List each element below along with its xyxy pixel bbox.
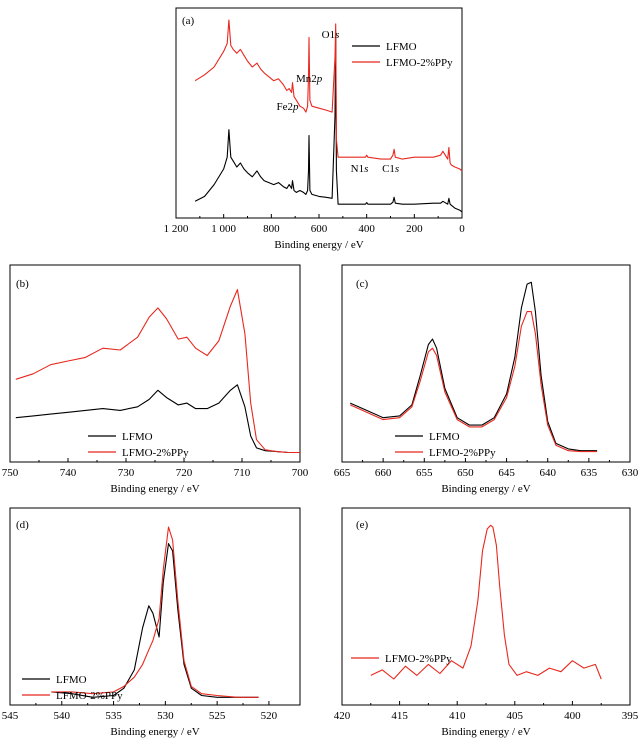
panel-label: (b) [16, 278, 29, 290]
series-line-lfmo-2ppy [51, 526, 259, 698]
legend-label: LFMO-2%PPy [56, 690, 123, 702]
x-tick-label: 730 [118, 467, 135, 479]
x-axis-label: Binding energy / eV [110, 726, 199, 738]
x-tick-label: 635 [581, 467, 598, 479]
x-tick-label: 415 [391, 710, 408, 722]
x-tick-label: 600 [311, 223, 328, 235]
legend-label: LFMO-2%PPy [385, 653, 452, 665]
panel-label: (a) [182, 15, 195, 27]
legend-label: LFMO [56, 674, 87, 686]
peak-annotation: O1s [322, 29, 340, 41]
panel-b: 750 740 730 720 710 700 Binding energy / eV (b)… [2, 264, 309, 495]
x-tick-label: 545 [2, 710, 19, 722]
x-tick-label: 420 [334, 710, 351, 722]
legend-label: LFMO-2%PPy [386, 57, 453, 69]
x-tick-label: 640 [539, 467, 556, 479]
series-line-lfmo [194, 31, 463, 213]
x-tick-label: 200 [406, 223, 423, 235]
series-line-lfmo-2ppy [370, 524, 602, 680]
legend-label: LFMO [386, 41, 417, 53]
peak-annotation: Fe2p [277, 101, 300, 113]
x-tick-label: 405 [507, 710, 524, 722]
peak-annotation: C1s [382, 163, 399, 175]
legend-label: LFMO [429, 431, 460, 443]
x-tick-label: 750 [2, 467, 19, 479]
panel-c: 665 660 655 650 645 640 635 630 Binding energy /… [334, 264, 639, 495]
panel-d: 545 540 535 530 525 520 Binding energy / eV (d)… [2, 507, 301, 738]
x-tick-label: 655 [416, 467, 433, 479]
x-tick-label: 1 200 [164, 223, 189, 235]
x-tick-label: 0 [459, 223, 465, 235]
series-line-lfmo [51, 543, 259, 698]
x-tick-label: 1 000 [211, 223, 236, 235]
legend-label: LFMO-2%PPy [122, 447, 189, 459]
series-line-lfmo-2ppy [15, 289, 300, 454]
x-tick-label: 665 [334, 467, 351, 479]
peak-annotation: Mn2p [296, 73, 323, 85]
legend-label: LFMO [122, 431, 153, 443]
x-tick-label: 720 [176, 467, 193, 479]
x-tick-label: 410 [449, 710, 466, 722]
x-tick-label: 525 [209, 710, 226, 722]
series-line-lfmo-2ppy [194, 19, 463, 172]
series-line-lfmo-2ppy [349, 311, 598, 453]
plot-frame [9, 264, 301, 463]
series-line-lfmo [15, 384, 300, 454]
panel-a: 1 200 1 000 800 600 400 200 0 Binding energy / … [164, 7, 465, 251]
panel-label: (c) [356, 278, 369, 290]
panel-label: (d) [16, 519, 29, 531]
panel-e: 420 415 410 405 400 395 Binding energy / eV (e)… [334, 507, 639, 738]
x-tick-label: 630 [622, 467, 639, 479]
x-tick-label: 700 [292, 467, 309, 479]
x-tick-label: 645 [498, 467, 515, 479]
x-tick-label: 535 [105, 710, 122, 722]
x-axis-label: Binding energy / eV [441, 483, 530, 495]
x-tick-label: 740 [60, 467, 77, 479]
plot-frame [341, 507, 631, 706]
peak-annotation: N1s [351, 163, 369, 175]
x-tick-label: 395 [622, 710, 639, 722]
x-tick-label: 800 [263, 223, 280, 235]
plot-frame [9, 507, 301, 706]
plot-frame [175, 7, 463, 219]
x-axis-label: Binding energy / eV [274, 239, 363, 251]
x-axis-label: Binding energy / eV [110, 483, 199, 495]
x-axis-label: Binding energy / eV [441, 726, 530, 738]
legend-label: LFMO-2%PPy [429, 447, 496, 459]
series-line-lfmo [349, 281, 598, 452]
plot-frame [341, 264, 631, 463]
x-tick-label: 400 [358, 223, 375, 235]
panel-label: (e) [356, 519, 369, 531]
x-tick-label: 540 [54, 710, 71, 722]
x-tick-label: 520 [261, 710, 278, 722]
x-tick-label: 530 [157, 710, 174, 722]
x-tick-label: 650 [457, 467, 474, 479]
x-tick-label: 710 [234, 467, 251, 479]
x-tick-label: 400 [564, 710, 581, 722]
x-tick-label: 660 [375, 467, 392, 479]
